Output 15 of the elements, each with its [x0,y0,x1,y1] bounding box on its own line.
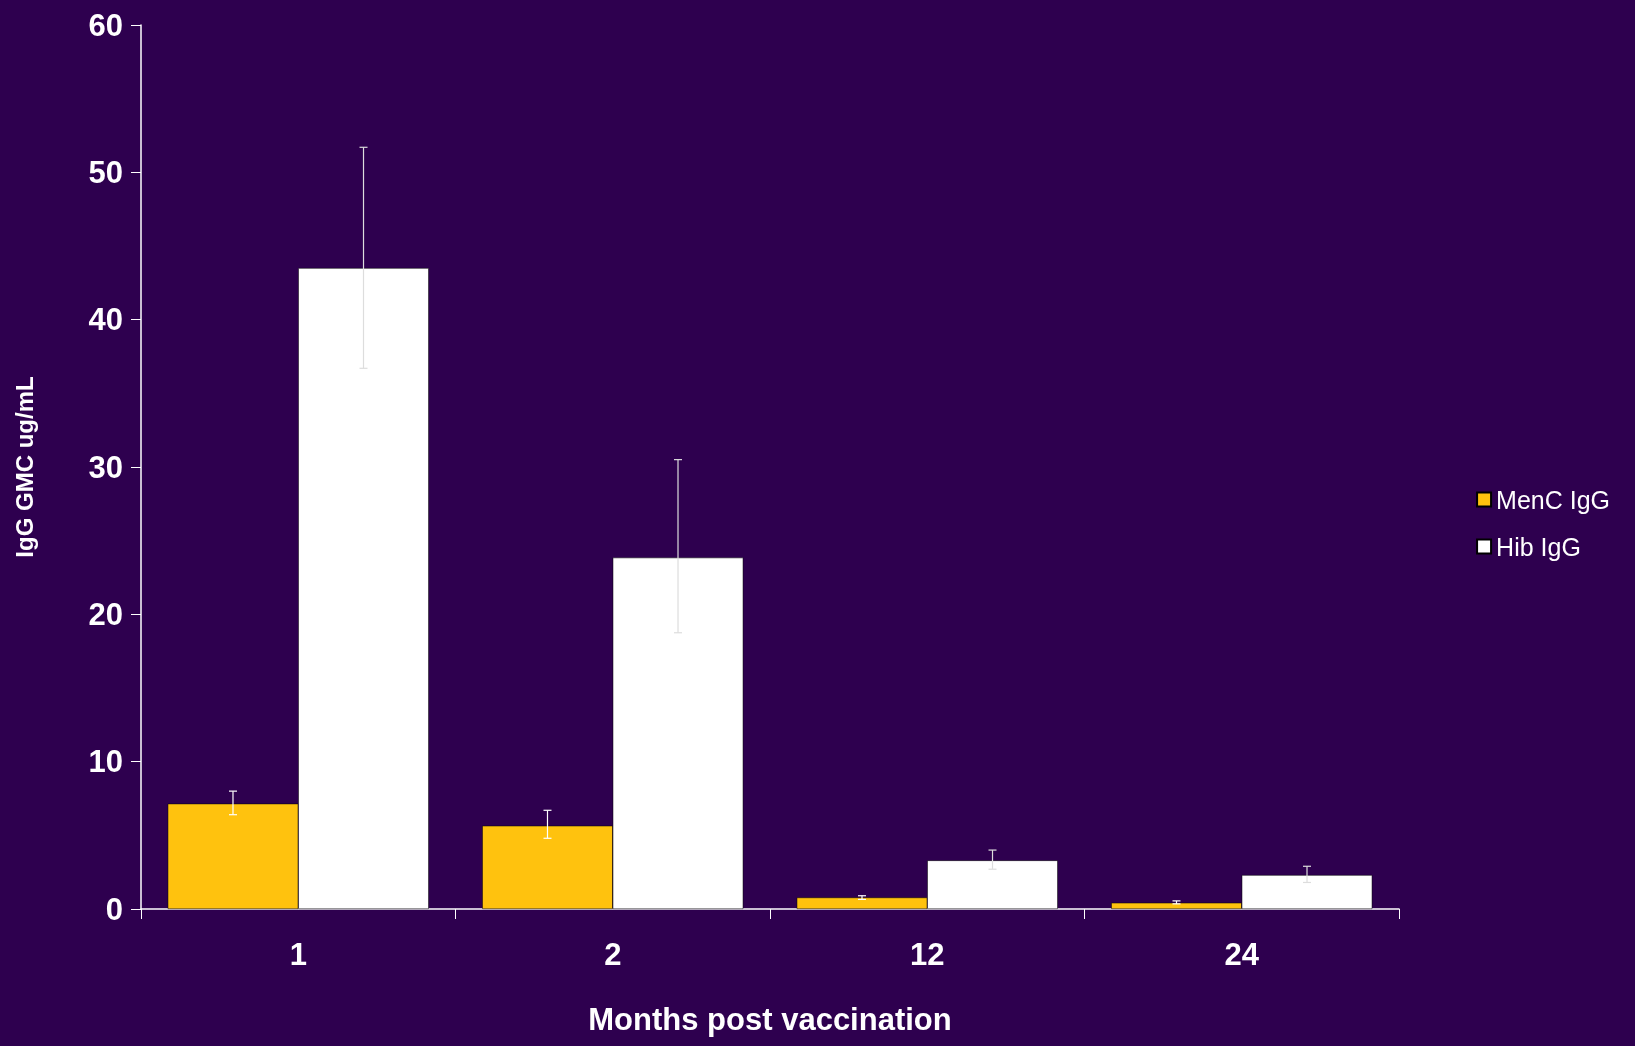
x-tick-label: 1 [289,937,307,972]
y-tick-label: 60 [88,7,123,43]
x-tick-label: 24 [1224,937,1260,972]
y-axis-title: IgG GMC ug/mL [10,376,38,558]
y-tick-label: 30 [88,449,123,485]
y-tick-label: 50 [88,154,123,190]
legend-label: MenC IgG [1496,485,1611,514]
legend-label: Hib IgG [1496,532,1581,561]
x-tick-label: 2 [604,937,622,972]
y-tick-label: 10 [88,744,123,780]
y-tick-label: 40 [88,302,123,338]
x-tick-label: 12 [910,937,945,972]
x-axis-title: Months post vaccination [588,1002,952,1037]
y-tick-label: 20 [88,596,123,632]
y-tick-label: 0 [105,891,123,927]
